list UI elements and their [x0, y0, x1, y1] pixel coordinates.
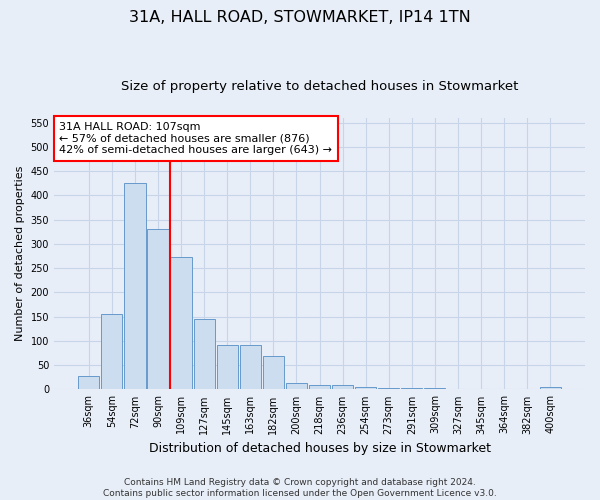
Text: Contains HM Land Registry data © Crown copyright and database right 2024.
Contai: Contains HM Land Registry data © Crown c…: [103, 478, 497, 498]
Text: 31A HALL ROAD: 107sqm
← 57% of detached houses are smaller (876)
42% of semi-det: 31A HALL ROAD: 107sqm ← 57% of detached …: [59, 122, 332, 155]
Bar: [101, 314, 122, 390]
Text: 31A, HALL ROAD, STOWMARKET, IP14 1TN: 31A, HALL ROAD, STOWMARKET, IP14 1TN: [129, 10, 471, 25]
Bar: [286, 383, 307, 390]
Bar: [217, 345, 238, 390]
Bar: [239, 345, 261, 390]
Title: Size of property relative to detached houses in Stowmarket: Size of property relative to detached ho…: [121, 80, 518, 93]
Bar: [539, 388, 561, 390]
Bar: [332, 384, 353, 390]
Bar: [378, 388, 400, 390]
Bar: [401, 388, 422, 390]
Bar: [263, 356, 284, 390]
Bar: [194, 319, 215, 390]
X-axis label: Distribution of detached houses by size in Stowmarket: Distribution of detached houses by size …: [149, 442, 491, 455]
Bar: [170, 258, 191, 390]
Bar: [148, 230, 169, 390]
Bar: [424, 388, 445, 390]
Y-axis label: Number of detached properties: Number of detached properties: [15, 166, 25, 342]
Bar: [355, 387, 376, 390]
Bar: [309, 384, 330, 390]
Bar: [124, 184, 146, 390]
Bar: [78, 376, 100, 390]
